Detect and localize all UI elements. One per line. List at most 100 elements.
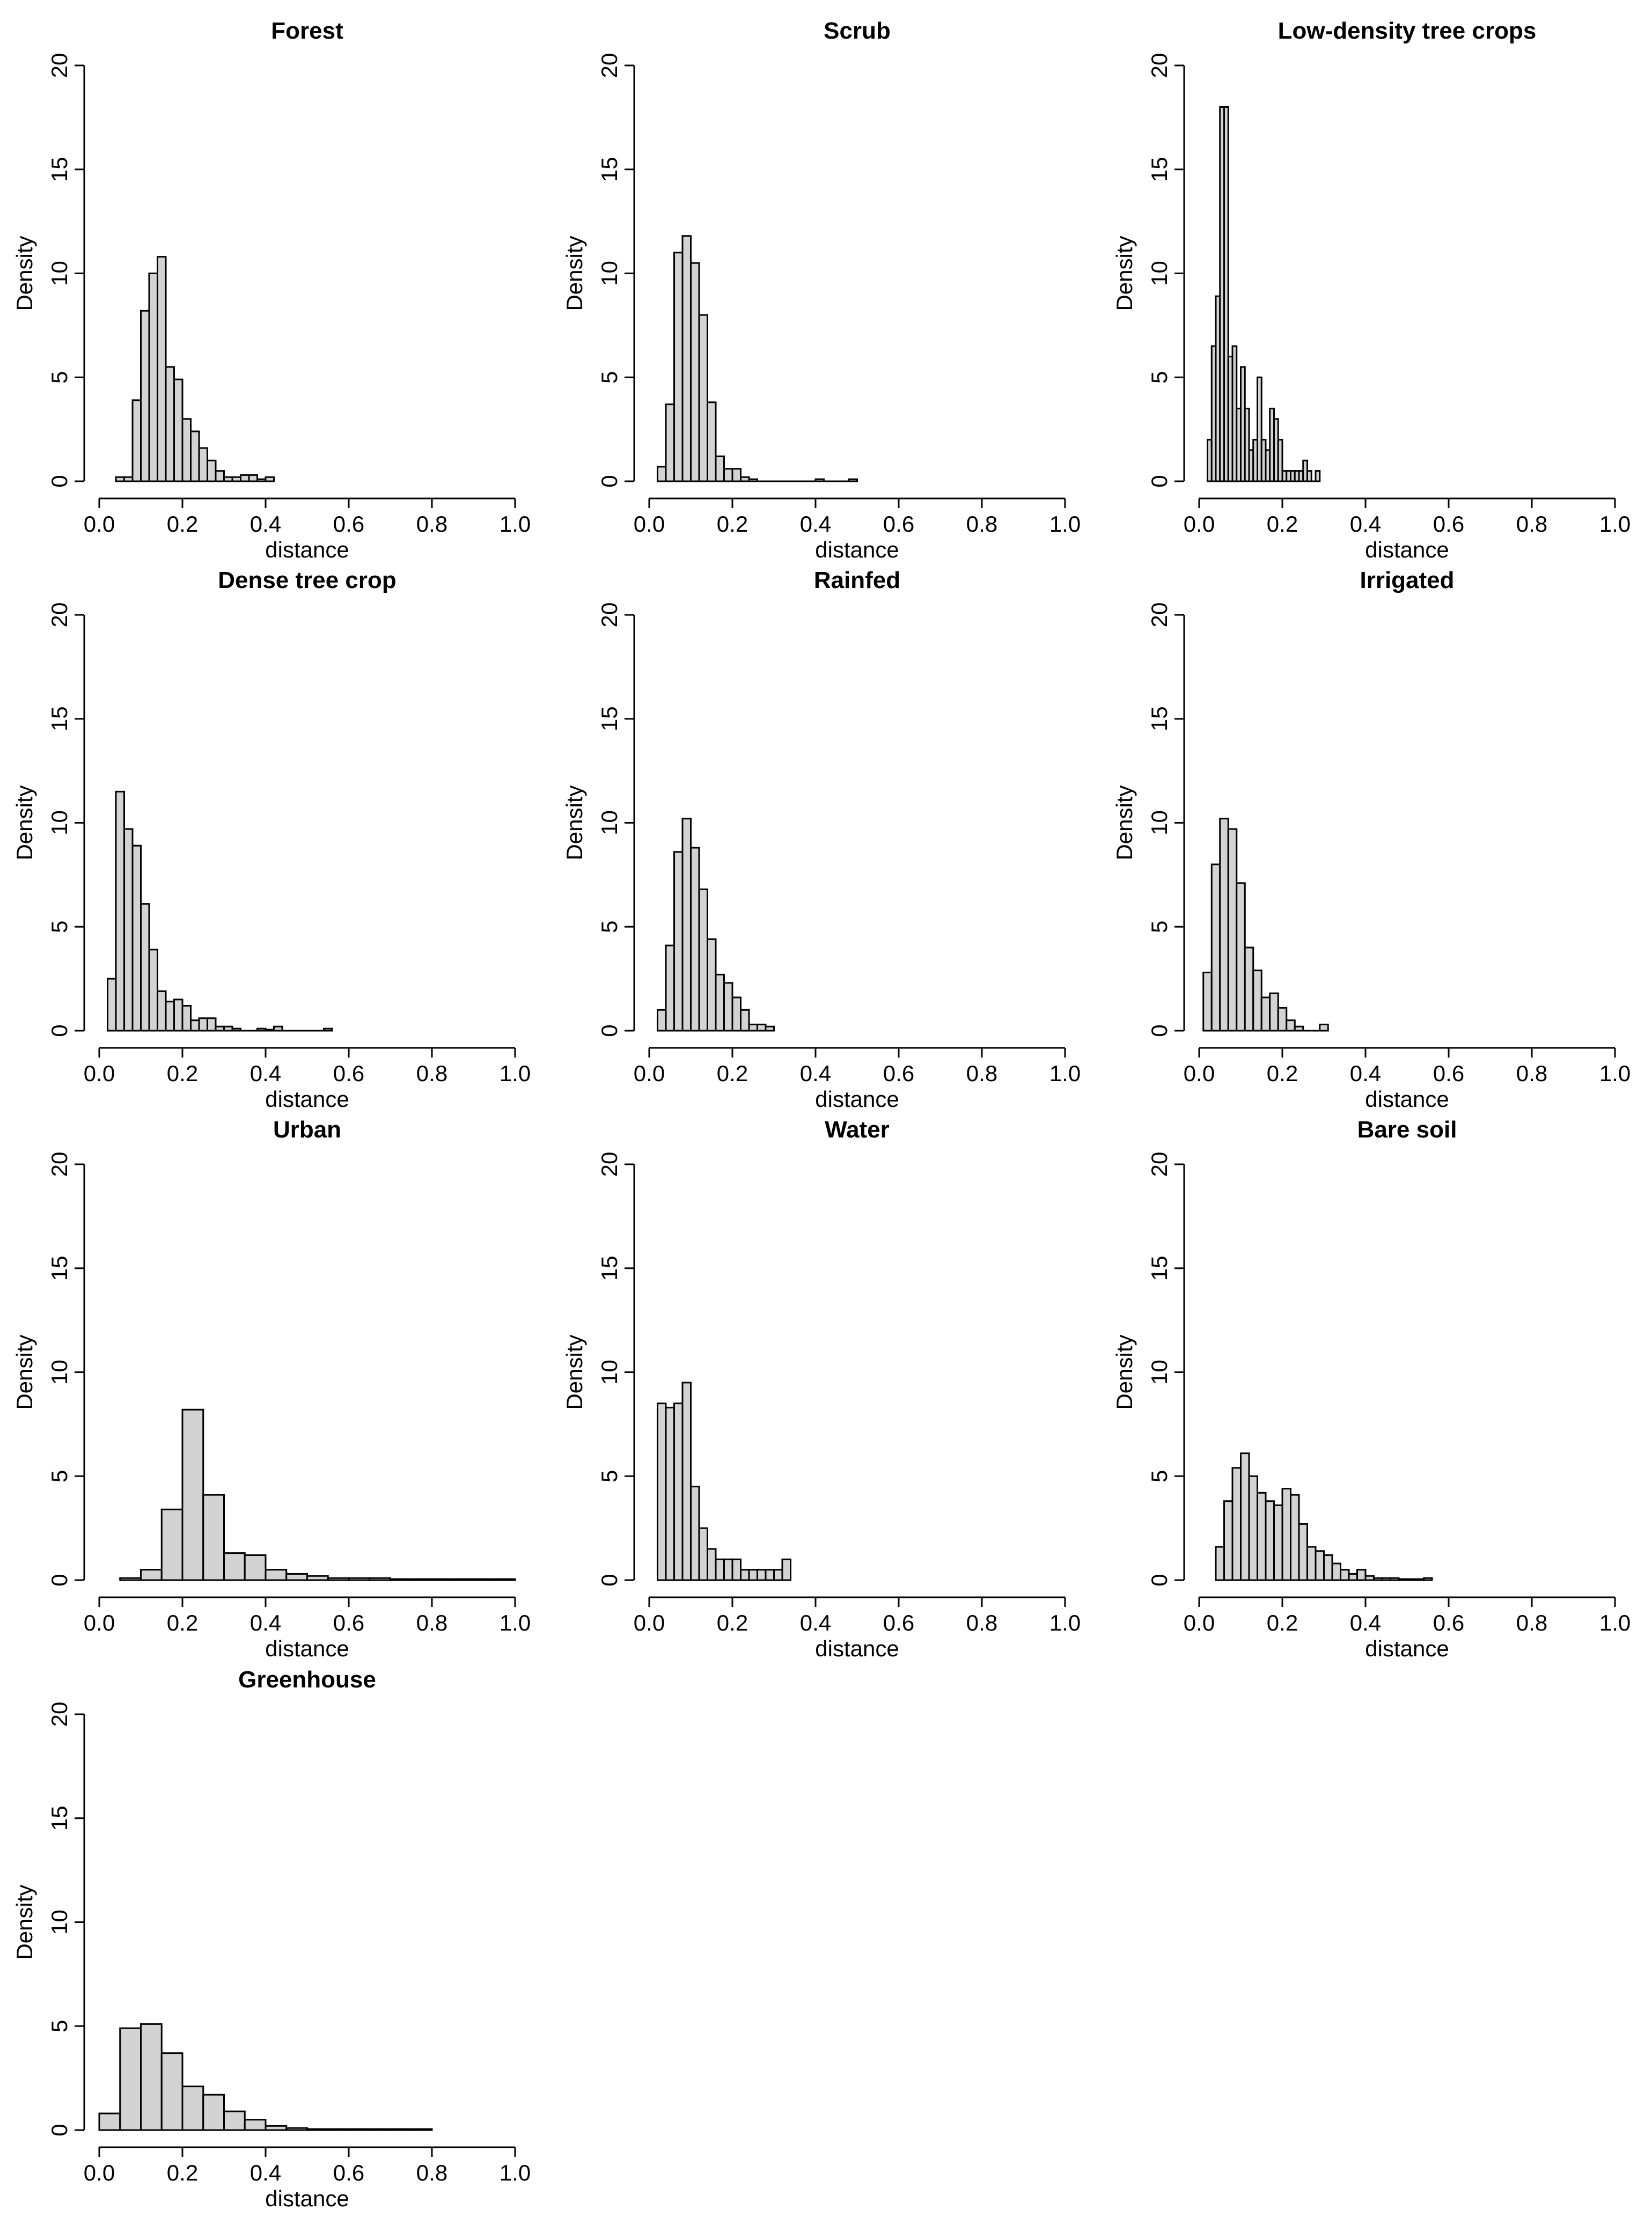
- chart-title: Rainfed: [814, 567, 900, 593]
- histogram-bar: [748, 1023, 758, 1032]
- x-tick-label: 0.8: [966, 1061, 997, 1086]
- x-tick-label: 0.2: [167, 2160, 198, 2185]
- histogram-bar: [131, 845, 142, 1032]
- x-tick-label: 0.2: [717, 511, 748, 537]
- histogram-bar: [231, 476, 241, 482]
- histogram-bar: [1202, 972, 1213, 1032]
- x-tick-label: 0.0: [634, 511, 665, 537]
- histogram-bar: [1331, 1562, 1341, 1581]
- x-tick-label: 0.4: [800, 511, 831, 537]
- histogram-bar: [681, 235, 692, 482]
- histogram-bar: [215, 1025, 225, 1032]
- y-tick-label: 10: [1147, 1360, 1172, 1385]
- y-tick-label: 20: [47, 1702, 72, 1727]
- histogram-bar: [431, 1578, 454, 1581]
- histogram-bar: [1294, 1025, 1304, 1032]
- x-tick-label: 0.4: [250, 511, 281, 537]
- y-axis-label: Density: [562, 1334, 587, 1410]
- histogram-bar: [1381, 1577, 1391, 1581]
- histogram-bar: [698, 1527, 708, 1581]
- histogram-bar: [1210, 863, 1221, 1032]
- histogram-bar: [123, 476, 134, 482]
- x-axis-label: distance: [815, 537, 899, 562]
- histogram-panel-water: 0.0 0.2 0.4 0.6 0.8 1.0 0 5 10 15 20 Water distance D…: [562, 1117, 1081, 1661]
- histogram-bar: [698, 889, 708, 1032]
- histogram-bar: [410, 1578, 433, 1581]
- x-tick-label: 0.0: [1184, 1610, 1215, 1635]
- histogram-bar: [740, 476, 750, 482]
- histogram-bar: [707, 401, 717, 482]
- histogram-bar: [1244, 407, 1250, 482]
- histogram-bar: [157, 990, 167, 1032]
- y-tick-label: 0: [47, 475, 72, 487]
- histogram-bar: [181, 418, 192, 482]
- histogram-bar: [160, 2052, 183, 2131]
- histogram-bar: [148, 273, 158, 482]
- chart-title: Urban: [273, 1117, 341, 1143]
- y-axis-label: Density: [12, 236, 37, 311]
- histogram-bar: [119, 2027, 142, 2131]
- histogram-bar: [390, 2128, 412, 2131]
- histogram-bar: [181, 1005, 192, 1032]
- y-tick-label: 5: [597, 1470, 622, 1482]
- x-tick-label: 0.6: [333, 511, 364, 537]
- histogram-bar: [231, 1027, 241, 1032]
- y-axis-label: Density: [12, 1334, 37, 1410]
- histogram-bar: [244, 2119, 267, 2131]
- histogram-bar: [1236, 882, 1246, 1032]
- x-tick-label: 0.4: [800, 1610, 831, 1635]
- histogram-bar: [285, 2127, 308, 2131]
- x-tick-label: 0.2: [717, 1610, 748, 1635]
- y-tick-label: 15: [47, 1805, 72, 1831]
- x-tick-label: 0.8: [966, 511, 997, 537]
- histogram-bar: [181, 1408, 204, 1581]
- histogram-bar: [198, 447, 208, 482]
- chart-title: Irrigated: [1360, 567, 1454, 593]
- x-axis-label: distance: [265, 2186, 349, 2211]
- x-tick-label: 1.0: [1049, 511, 1081, 537]
- x-tick-label: 0.8: [416, 511, 447, 537]
- histogram-bar: [673, 851, 684, 1032]
- x-tick-label: 0.8: [416, 2160, 447, 2185]
- histogram-bar: [223, 476, 233, 482]
- histogram-bar: [1240, 1452, 1250, 1581]
- histogram-panel-dense-tree-crop: 0.0 0.2 0.4 0.6 0.8 1.0 0 5 10 15 20 Dense tree cro…: [12, 567, 531, 1112]
- histogram-bar: [707, 938, 717, 1032]
- histogram-bar: [1315, 1550, 1325, 1581]
- x-tick-label: 0.4: [250, 2160, 281, 2185]
- x-tick-label: 0.0: [634, 1610, 665, 1635]
- histogram-bar: [160, 1508, 183, 1581]
- y-tick-label: 10: [1147, 810, 1172, 835]
- histogram-bar: [1390, 1577, 1400, 1581]
- histogram-bar: [1414, 1578, 1425, 1581]
- x-tick-label: 0.6: [883, 1061, 914, 1086]
- histogram-bar: [657, 1403, 667, 1581]
- histogram-bar: [223, 1552, 246, 1581]
- y-tick-label: 0: [47, 1024, 72, 1037]
- y-tick-label: 15: [1147, 1256, 1172, 1281]
- histogram-bar: [173, 999, 183, 1032]
- x-tick-label: 0.6: [333, 2160, 364, 2185]
- y-tick-label: 0: [597, 475, 622, 487]
- chart-title: Scrub: [824, 18, 891, 44]
- histogram-panel-irrigated: 0.0 0.2 0.4 0.6 0.8 1.0 0 5 10 15 20 Irrigated dista…: [1112, 567, 1631, 1112]
- histogram-bar: [1219, 818, 1229, 1032]
- histogram-bar: [657, 466, 667, 482]
- histogram-bar: [690, 1486, 700, 1581]
- histogram-bar: [323, 1027, 333, 1032]
- histogram-bar: [265, 1029, 275, 1032]
- histogram-bar: [140, 2023, 163, 2131]
- histogram-bar: [223, 2110, 246, 2131]
- y-tick-label: 5: [1147, 921, 1172, 933]
- x-tick-label: 1.0: [1599, 511, 1631, 537]
- chart-title: Water: [825, 1117, 890, 1143]
- histogram-bar: [781, 1558, 791, 1581]
- y-axis-label: Density: [1112, 1334, 1137, 1410]
- histogram-bar: [1423, 1577, 1433, 1581]
- histogram-bar: [256, 1027, 267, 1032]
- x-axis-label: distance: [265, 537, 349, 562]
- histogram-bar: [140, 903, 150, 1032]
- y-tick-label: 10: [47, 1910, 72, 1935]
- histogram-bar: [673, 252, 684, 482]
- x-axis-label: distance: [1365, 1087, 1449, 1112]
